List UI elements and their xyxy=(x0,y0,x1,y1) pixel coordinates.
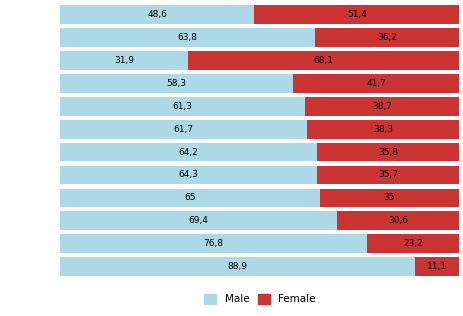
Bar xyxy=(60,143,316,161)
Text: 65: 65 xyxy=(184,193,195,202)
Text: 63,8: 63,8 xyxy=(177,33,197,42)
Bar xyxy=(316,143,458,161)
Bar xyxy=(60,257,414,276)
Legend: Male, Female: Male, Female xyxy=(199,290,319,309)
Text: 30,6: 30,6 xyxy=(388,216,407,225)
Bar xyxy=(60,74,292,93)
Bar xyxy=(60,120,306,138)
Text: 68,1: 68,1 xyxy=(313,56,333,65)
Text: 76,8: 76,8 xyxy=(203,239,223,248)
Text: 61,3: 61,3 xyxy=(172,102,192,111)
Text: 35,8: 35,8 xyxy=(377,148,397,156)
Text: 35: 35 xyxy=(383,193,394,202)
Bar xyxy=(316,166,458,184)
Text: 58,3: 58,3 xyxy=(166,79,186,88)
Text: 36,2: 36,2 xyxy=(376,33,396,42)
Text: 41,7: 41,7 xyxy=(365,79,385,88)
Text: 64,3: 64,3 xyxy=(178,171,198,179)
Bar xyxy=(314,28,458,47)
Bar xyxy=(60,51,187,70)
Bar xyxy=(292,74,458,93)
Text: 38,7: 38,7 xyxy=(371,102,391,111)
Text: 31,9: 31,9 xyxy=(114,56,134,65)
Text: 38,3: 38,3 xyxy=(372,125,392,134)
Bar xyxy=(319,189,458,207)
Bar xyxy=(306,120,458,138)
Bar xyxy=(337,211,458,230)
Text: 61,7: 61,7 xyxy=(173,125,193,134)
Text: 11,1: 11,1 xyxy=(426,262,446,271)
Bar xyxy=(60,166,316,184)
Bar xyxy=(60,28,314,47)
Text: 35,7: 35,7 xyxy=(377,171,397,179)
Text: 88,9: 88,9 xyxy=(227,262,247,271)
Bar xyxy=(414,257,458,276)
Bar xyxy=(60,211,337,230)
Text: 23,2: 23,2 xyxy=(402,239,422,248)
Bar xyxy=(60,5,254,24)
Bar xyxy=(60,234,366,253)
Bar xyxy=(366,234,458,253)
Text: 51,4: 51,4 xyxy=(346,10,366,19)
Text: 64,2: 64,2 xyxy=(178,148,198,156)
Bar xyxy=(60,97,304,116)
Bar xyxy=(187,51,458,70)
Bar xyxy=(304,97,458,116)
Text: 69,4: 69,4 xyxy=(188,216,208,225)
Text: 48,6: 48,6 xyxy=(147,10,167,19)
Bar xyxy=(60,189,319,207)
Bar xyxy=(254,5,458,24)
